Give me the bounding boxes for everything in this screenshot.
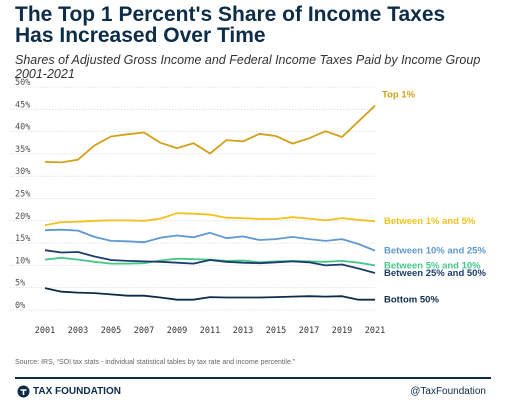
y-tick-label: 10%	[15, 256, 30, 266]
series-line-bottom-50-	[44, 287, 375, 301]
series-labels: Top 1% Between 1% and 5% Between 10% and 2…	[382, 90, 486, 306]
x-tick-label: 2001	[35, 326, 55, 336]
y-tick-label: 5%	[15, 279, 25, 289]
x-tick-label: 2017	[299, 326, 319, 336]
series-line-between-25-and-50-	[44, 249, 376, 274]
series-line-top-1-	[44, 105, 376, 164]
y-tick-label: 45%	[15, 100, 30, 110]
y-axis: 0% 5% 10% 15% 20% 25% 30% 35% 40% 45% 50%	[15, 78, 30, 311]
x-tick-label: 2005	[101, 326, 121, 336]
tax-foundation-logo-icon	[17, 385, 30, 398]
x-tick-label: 2019	[332, 326, 352, 336]
x-tick-label: 2021	[365, 326, 385, 336]
y-tick-label: 20%	[15, 212, 30, 222]
chart-subtitle-line-1: Shares of Adjusted Gross Income and Fede…	[15, 53, 481, 67]
y-tick-label: 35%	[15, 145, 30, 155]
x-tick-label: 2011	[200, 326, 220, 336]
chart-title-line-2: Has Increased Over Time	[15, 24, 266, 47]
y-tick-label: 15%	[15, 234, 30, 244]
y-tick-label: 0%	[15, 301, 25, 311]
series-label: Between 1% and 5%	[384, 216, 476, 227]
brand[interactable]: TAX FOUNDATION	[17, 385, 121, 398]
series-label: Top 1%	[382, 90, 416, 101]
source-note: Source: IRS, “SOI tax stats - individual…	[15, 359, 296, 366]
y-tick-label: 40%	[15, 123, 30, 133]
line-chart: 0% 5% 10% 15% 20% 25% 30% 35% 40% 45% 50% 2001 2003…	[10, 78, 486, 336]
y-tick-label: 30%	[15, 167, 30, 177]
footer-bar: TAX FOUNDATION @TaxFoundation	[0, 374, 506, 408]
y-tick-label: 25%	[15, 190, 30, 200]
chart-series	[44, 105, 376, 301]
chart-subtitle-line-2: 2001-2021	[15, 67, 75, 81]
x-tick-label: 2009	[167, 326, 187, 336]
series-label: Between 25% and 50%	[384, 268, 486, 279]
x-tick-label: 2013	[233, 326, 253, 336]
series-line-between-1-and-5-	[44, 212, 376, 227]
twitter-handle[interactable]: @TaxFoundation	[410, 386, 486, 397]
chart-title-line-1: The Top 1 Percent's Share of Income Taxe…	[15, 3, 446, 26]
series-line-between-5-and-10-	[44, 256, 376, 267]
series-label: Bottom 50%	[384, 295, 439, 306]
series-line-between-10-and-25-	[44, 228, 376, 252]
y-tick-label: 50%	[15, 78, 30, 88]
x-tick-label: 2015	[266, 326, 286, 336]
x-tick-label: 2007	[134, 326, 154, 336]
x-tick-label: 2003	[68, 326, 88, 336]
x-axis: 2001 2003 2005 2007 2009 2011 2013 2015 2017 2019…	[35, 326, 385, 336]
footer-divider	[15, 377, 491, 379]
series-label: Between 5% and 10%	[384, 260, 481, 271]
chart-title: The Top 1 Percent's Share of Income Taxe…	[15, 4, 495, 46]
chart-subtitle: Shares of Adjusted Gross Income and Fede…	[15, 53, 495, 81]
series-label: Between 10% and 25%	[384, 246, 486, 257]
chart-gridlines	[10, 86, 375, 311]
brand-name: TAX FOUNDATION	[33, 386, 121, 397]
